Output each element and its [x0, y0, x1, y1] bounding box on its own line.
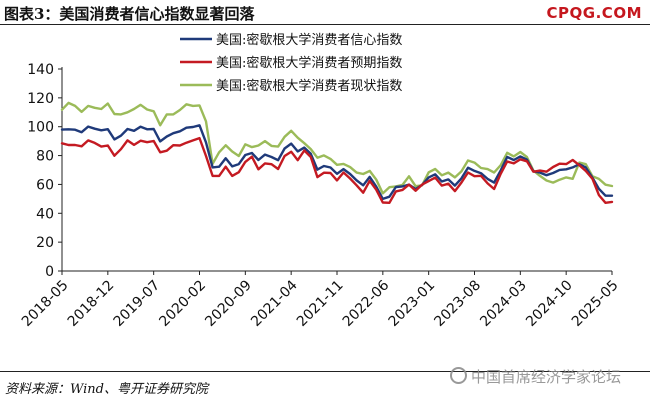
watermark-text: 中国首席经济学家论坛 [471, 368, 622, 386]
y-tick-label: 80 [36, 149, 54, 165]
y-tick-label: 0 [45, 264, 54, 280]
y-tick-label: 120 [27, 91, 54, 107]
watermark-logo-icon [450, 367, 467, 384]
series-line-current [60, 101, 614, 195]
x-tick-label: 2020-02 [156, 277, 209, 330]
line-chart: 0204060801001201402018-052018-122019-072… [18, 25, 622, 330]
x-tick-label: 2021-11 [294, 277, 347, 330]
x-tick-label: 2022-06 [340, 277, 393, 330]
chart-axes: 0204060801001201402018-052018-122019-072… [19, 62, 622, 330]
header-rule [0, 24, 650, 25]
x-tick-label: 2023-01 [386, 277, 439, 330]
legend-label-current: 美国:密歇根大学消费者现状指数 [216, 78, 402, 94]
x-tick-label: 2025-05 [569, 277, 622, 330]
x-tick-label: 2021-04 [248, 277, 301, 330]
watermark: 中国首席经济学家论坛 [450, 366, 621, 387]
legend-label-confidence: 美国:密歇根大学消费者信心指数 [216, 32, 402, 48]
series-line-confidence [60, 124, 614, 201]
y-tick-label: 20 [36, 235, 54, 251]
y-tick-label: 140 [27, 62, 54, 78]
x-tick-label: 2024-10 [523, 277, 576, 330]
x-tick-label: 2018-05 [19, 277, 72, 330]
x-tick-label: 2023-08 [431, 277, 484, 330]
chart-legend: 美国:密歇根大学消费者信心指数美国:密歇根大学消费者预期指数美国:密歇根大学消费… [172, 25, 494, 99]
chart-lines [60, 101, 614, 205]
legend-label-expectations: 美国:密歇根大学消费者预期指数 [216, 55, 402, 71]
y-tick-label: 100 [27, 120, 54, 136]
y-tick-label: 40 [36, 206, 54, 222]
brand-logo-text: CPQG.COM [546, 4, 642, 22]
x-tick-label: 2024-03 [477, 277, 530, 330]
x-tick-label: 2020-09 [202, 277, 255, 330]
figure-title: 图表3：美国消费者信心指数显著回落 [4, 5, 255, 23]
source-note: 资料来源：Wind、粤开证券研究院 [5, 382, 208, 397]
footer-rule [0, 371, 650, 372]
y-tick-label: 60 [36, 177, 54, 193]
x-tick-label: 2018-12 [65, 277, 118, 330]
x-tick-label: 2019-07 [111, 277, 164, 330]
series-line-expectations [60, 136, 614, 205]
